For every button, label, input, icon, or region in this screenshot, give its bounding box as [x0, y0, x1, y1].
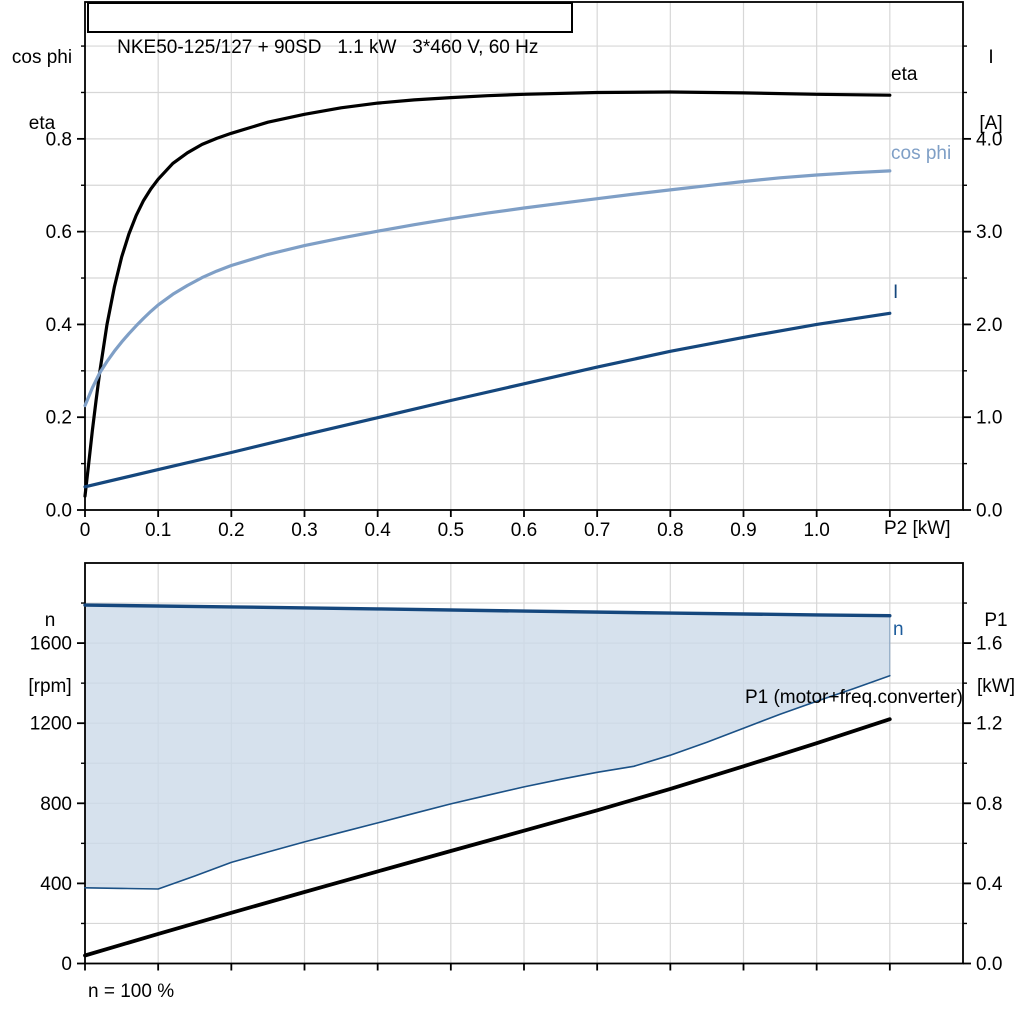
svg-text:800: 800: [40, 794, 72, 815]
axis-title-n: n: [44, 610, 56, 631]
axis-title-p1: P1: [984, 610, 1008, 631]
svg-text:0.4: 0.4: [364, 520, 391, 541]
series-n: [83, 603, 892, 618]
svg-text:0.1: 0.1: [145, 520, 171, 541]
svg-text:400: 400: [40, 874, 72, 895]
bottom-chart: 0 400 800 1200 1600 0.0 0.4 0.8 1.2 1.6: [30, 562, 1003, 975]
svg-text:1600: 1600: [30, 634, 72, 655]
svg-text:0.6: 0.6: [46, 222, 72, 243]
svg-text:2.0: 2.0: [976, 315, 1002, 336]
curve-label-p1: P1 (motor+freq.converter): [744, 687, 963, 708]
svg-text:1.6: 1.6: [976, 634, 1002, 655]
axis-title-eta: eta: [28, 113, 56, 134]
curve-label-current: I: [893, 282, 899, 303]
top-chart: 0 0.1 0.2 0.3 0.4 0.5 0.6 0.7 0.8 0.9 1.0 0.0 0.2 0.4…: [46, 1, 1002, 541]
svg-text:0.6: 0.6: [511, 520, 537, 541]
top-right-axis-title: I [A]: [962, 3, 1020, 179]
svg-text:0.8: 0.8: [46, 129, 72, 150]
axis-title-p1-unit: [kW]: [977, 676, 1015, 697]
series-i: [83, 311, 892, 489]
axis-title-current: I: [988, 47, 994, 68]
svg-text:0.8: 0.8: [976, 794, 1002, 815]
axis-title-n-unit: [rpm]: [28, 676, 72, 697]
curve-label-eta: eta: [891, 64, 918, 85]
svg-text:0.2: 0.2: [46, 408, 72, 429]
axis-title-cos-phi: cos phi: [11, 47, 73, 68]
svg-text:0: 0: [80, 520, 91, 541]
svg-text:0.2: 0.2: [218, 520, 244, 541]
svg-text:0.8: 0.8: [657, 520, 683, 541]
curve-label-cos-phi: cos phi: [891, 143, 952, 164]
series-p1-motor-freq-converter-: [83, 717, 892, 958]
svg-text:3.0: 3.0: [976, 222, 1002, 243]
axis-title-current-unit: [A]: [979, 113, 1003, 134]
bottom-right-axis-title: P1 [kW]: [968, 566, 1024, 742]
series-eta: [83, 90, 892, 498]
svg-text:0.0: 0.0: [976, 954, 1002, 975]
svg-text:0: 0: [61, 954, 72, 975]
svg-text:0.5: 0.5: [438, 520, 464, 541]
svg-text:0.4: 0.4: [46, 315, 73, 336]
svg-text:0.4: 0.4: [976, 874, 1003, 895]
svg-text:0.7: 0.7: [584, 520, 610, 541]
x-axis-title: P2 [kW]: [884, 518, 951, 539]
svg-text:1.0: 1.0: [803, 520, 829, 541]
svg-text:0.0: 0.0: [46, 501, 72, 522]
chart-title-box: NKE50-125/127 + 90SD 1.1 kW 3*460 V, 60 …: [87, 2, 573, 58]
speed-annotation: n = 100 %: [88, 981, 175, 1002]
svg-text:1.2: 1.2: [976, 714, 1002, 735]
speed-range-band: [84, 604, 891, 890]
top-left-axis-title: cos phi eta: [2, 3, 82, 179]
chart-title: NKE50-125/127 + 90SD 1.1 kW 3*460 V, 60 …: [117, 37, 539, 58]
series-n-min: [84, 674, 891, 890]
series-cos-phi: [83, 169, 892, 408]
svg-text:0.9: 0.9: [730, 520, 756, 541]
bottom-left-axis-title: n [rpm]: [18, 566, 82, 742]
svg-text:1.0: 1.0: [976, 408, 1002, 429]
svg-text:0.0: 0.0: [976, 501, 1002, 522]
svg-text:4.0: 4.0: [976, 129, 1002, 150]
curve-label-n: n: [893, 619, 904, 640]
svg-text:1200: 1200: [30, 714, 72, 735]
svg-text:0.3: 0.3: [291, 520, 317, 541]
